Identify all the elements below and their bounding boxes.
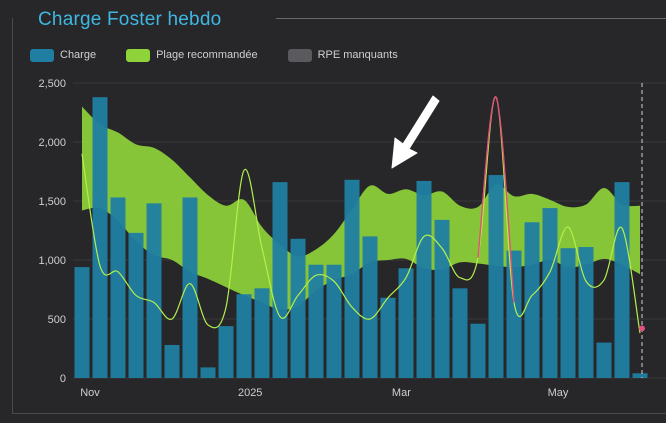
charge-bar [308,264,324,378]
x-tick-label: Mar [392,387,411,399]
x-tick-label: Nov [80,387,100,399]
charge-bar [110,197,126,378]
charge-bar [344,179,360,378]
charge-bar [290,238,306,378]
charge-bar [236,294,252,378]
spike-line [477,96,515,303]
charge-bar [488,175,504,378]
charge-bar [164,344,180,378]
legend-swatch-charge [30,48,54,62]
charge-bar [416,180,432,378]
legend-label-band: Plage recommandée [156,49,258,61]
x-tick-label: May [548,387,569,399]
legend-swatch-missing [287,48,312,62]
charge-bar [632,373,648,378]
y-tick-label: 0 [60,373,66,385]
charge-bar [614,182,630,378]
legend-label-missing: RPE manquants [317,49,398,61]
charge-bar [506,250,522,378]
load-line [81,96,641,334]
charge-bar [524,222,540,378]
arrow-annotation [391,95,440,169]
charge-bar [92,97,108,378]
charge-bar [272,182,288,378]
charge-bar [596,342,612,378]
y-tick-label: 500 [48,314,66,326]
charge-bar [128,232,144,378]
x-tick-label: 2025 [238,387,262,399]
y-tick-label: 1,500 [38,196,66,208]
charge-bar [254,288,270,378]
charge-bar [578,247,594,378]
charge-bar [326,264,342,378]
chart-legend: Charge Plage recommandée RPE manquants [30,47,428,63]
legend-label-charge: Charge [60,49,97,61]
chart-title: Charge Foster hebdo [38,9,222,30]
panel-border-top [276,18,666,19]
charge-bar [362,236,378,378]
y-tick-label: 1,000 [38,255,66,267]
charge-bar [182,197,198,378]
charge-bar [452,288,468,378]
charge-bar [434,219,450,378]
legend-item-missing[interactable]: RPE manquants [287,48,398,62]
charge-bar [380,297,396,378]
charge-bar [200,367,216,378]
charge-bar [146,203,162,378]
legend-item-band[interactable]: Plage recommandée [126,48,258,62]
legend-item-charge[interactable]: Charge [30,48,97,62]
panel-border-bottom [12,413,666,414]
y-tick-label: 2,500 [38,78,66,90]
charge-bar [470,323,486,378]
charge-bar [218,326,234,378]
y-tick-label: 2,000 [38,137,66,149]
charge-bar [398,268,414,378]
panel-border-left [12,18,13,414]
charge-bar [560,248,576,378]
current-week-dot [639,325,645,332]
charge-bar [74,267,90,378]
charge-bar [542,208,558,378]
legend-swatch-band [126,48,151,62]
